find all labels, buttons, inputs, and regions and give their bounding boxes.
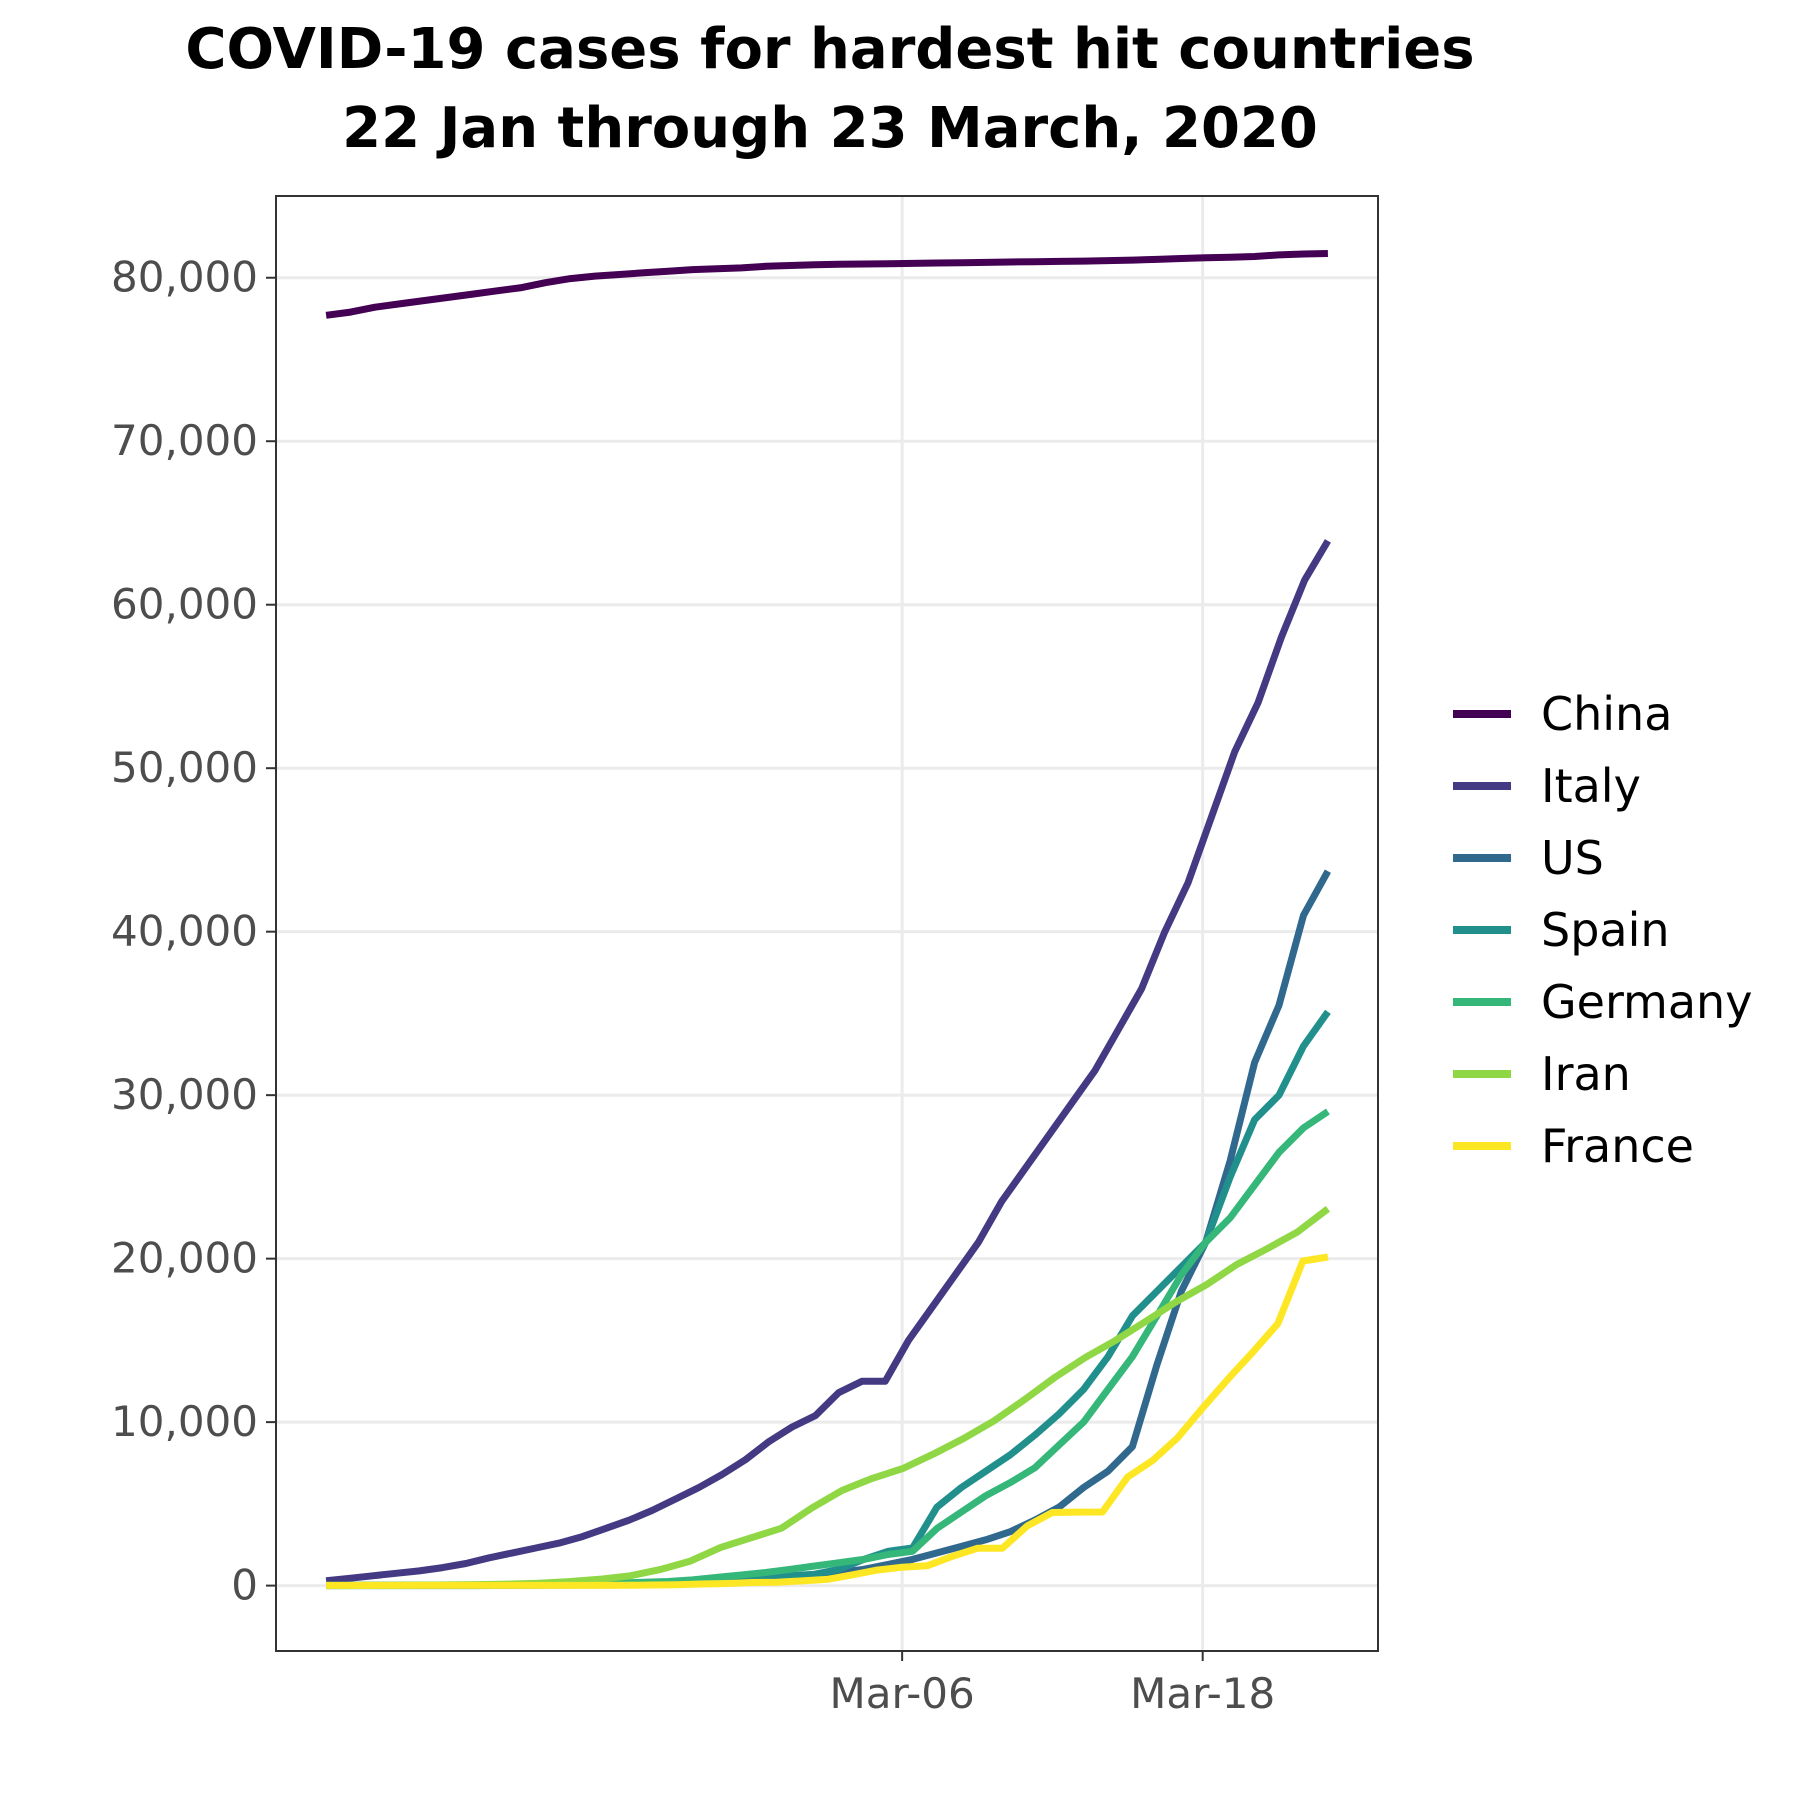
series-line-germany	[326, 1108, 1330, 1589]
legend-label-china: China	[1541, 687, 1672, 741]
y-tick-label: 70,000	[111, 416, 258, 465]
grid-layer	[276, 196, 1378, 1651]
axis-layer: 0 10,000 20,000 30,000 40,000 50,000 60,000 70,…	[111, 253, 1275, 1718]
y-tick-label: 0	[231, 1561, 258, 1610]
y-tick-label: 40,000	[111, 907, 258, 956]
series-line-china	[325, 250, 1328, 319]
y-tick-label: 80,000	[111, 253, 258, 302]
series-line-us	[326, 869, 1331, 1589]
y-tick-label: 10,000	[111, 1397, 258, 1446]
y-tick-label: 50,000	[111, 743, 258, 792]
legend: China Italy US Spain Germany Iran France	[1453, 687, 1752, 1173]
series-line-iran	[326, 1206, 1331, 1590]
y-tick-label: 20,000	[111, 1234, 258, 1283]
legend-label-italy: Italy	[1541, 759, 1641, 813]
legend-label-france: France	[1541, 1119, 1694, 1173]
series-line-italy	[325, 539, 1331, 1585]
plot-panel-border	[275, 195, 1379, 1652]
y-tick-label: 60,000	[111, 580, 258, 629]
series-layer	[325, 250, 1331, 1590]
y-tick-label: 30,000	[111, 1070, 258, 1119]
chart-title-line-1: COVID-19 cases for hardest hit countries	[185, 17, 1474, 82]
series-line-france	[326, 1253, 1329, 1589]
legend-label-spain: Spain	[1541, 903, 1670, 957]
chart-title-line-2: 22 Jan through 23 March, 2020	[342, 96, 1318, 161]
legend-label-germany: Germany	[1541, 975, 1752, 1029]
x-tick-label: Mar-06	[830, 1669, 975, 1718]
legend-label-iran: Iran	[1541, 1047, 1631, 1101]
legend-label-us: US	[1541, 831, 1604, 885]
x-tick-label: Mar-18	[1130, 1669, 1275, 1718]
